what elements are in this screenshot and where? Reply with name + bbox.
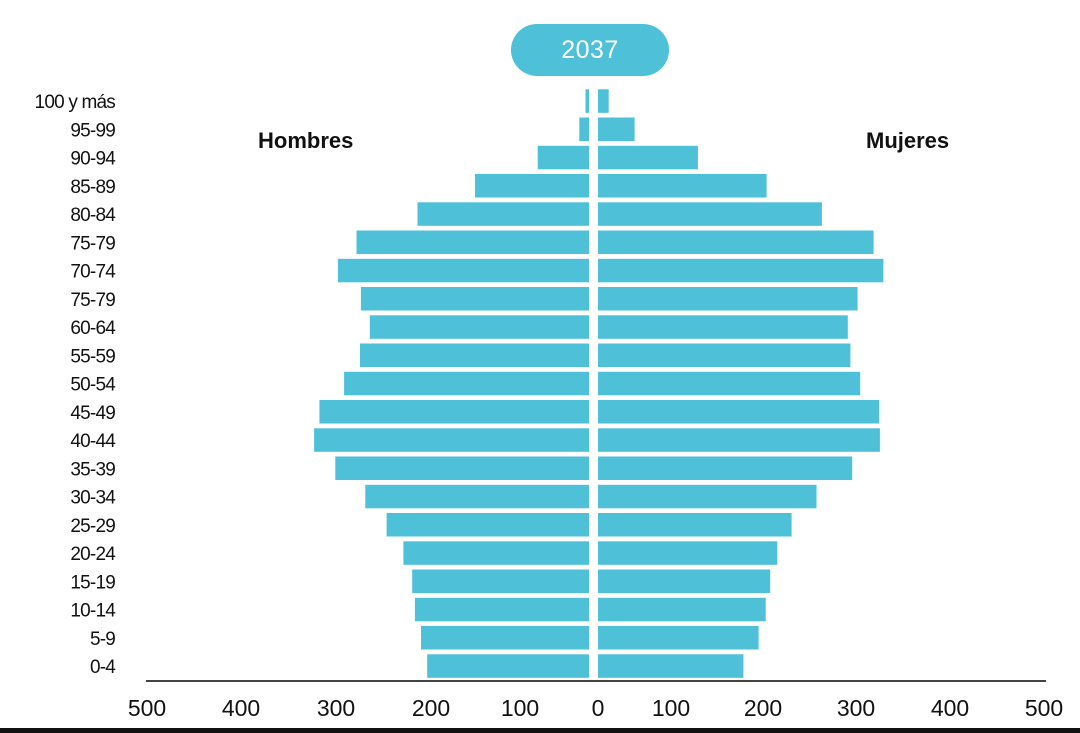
x-tick-label-7: 200 [744, 695, 782, 721]
bar-hombres-2 [414, 597, 589, 622]
age-label-14: 70-74 [70, 262, 116, 283]
bar-hombres-6 [365, 484, 589, 509]
bar-hombres-8 [314, 428, 589, 452]
bar-hombres-17 [475, 174, 589, 198]
age-label-18: 90-94 [70, 149, 116, 170]
bar-hombres-13 [360, 287, 589, 311]
x-tick-label-1: 400 [222, 695, 260, 721]
year-label: 2037 [511, 24, 669, 76]
age-label-8: 40-44 [70, 431, 116, 452]
age-label-15: 75-79 [70, 233, 115, 254]
bar-hombres-15 [356, 230, 589, 254]
bar-hombres-10 [344, 371, 589, 396]
x-tick-label-0: 500 [128, 695, 166, 721]
age-label-5: 25-29 [70, 516, 115, 537]
bar-hombres-11 [360, 343, 589, 367]
x-tick-label-5: 0 [592, 695, 605, 721]
bar-hombres-16 [417, 202, 589, 226]
age-label-0: 0-4 [90, 657, 116, 678]
x-tick-label-2: 300 [317, 695, 355, 721]
age-label-16: 80-84 [70, 205, 116, 226]
bar-mujeres-5 [598, 513, 792, 537]
age-label-6: 30-34 [70, 488, 116, 509]
bar-hombres-7 [335, 456, 589, 480]
x-tick-label-9: 400 [931, 695, 969, 721]
series-label-mujeres: Mujeres [866, 128, 949, 153]
age-label-7: 35-39 [70, 459, 115, 480]
age-label-11: 55-59 [70, 346, 115, 367]
bar-mujeres-17 [598, 174, 767, 198]
age-label-3: 15-19 [70, 572, 115, 593]
bar-hombres-14 [337, 258, 589, 283]
bar-hombres-4 [403, 541, 589, 565]
bar-hombres-12 [369, 315, 589, 339]
age-label-10: 50-54 [70, 375, 116, 396]
age-label-9: 45-49 [70, 403, 115, 424]
bar-mujeres-15 [598, 230, 874, 254]
bar-mujeres-4 [598, 541, 778, 565]
bar-mujeres-19 [598, 117, 635, 141]
age-label-13: 75-79 [70, 290, 115, 311]
bar-mujeres-12 [598, 315, 848, 339]
bar-hombres-3 [412, 569, 589, 593]
age-label-4: 20-24 [70, 544, 116, 565]
x-tick-label-3: 200 [412, 695, 450, 721]
x-tick-label-8: 300 [837, 695, 875, 721]
age-label-19: 95-99 [70, 120, 115, 141]
bar-mujeres-3 [598, 569, 771, 593]
bar-hombres-18 [537, 145, 589, 170]
bar-mujeres-8 [598, 428, 880, 452]
age-label-1: 5-9 [90, 629, 115, 650]
bar-mujeres-10 [598, 371, 861, 396]
bar-hombres-0 [427, 654, 589, 678]
bar-mujeres-16 [598, 202, 822, 226]
age-label-20: 100 y más [35, 92, 116, 113]
bar-hombres-5 [386, 513, 589, 537]
bar-mujeres-0 [598, 654, 744, 678]
bar-hombres-20 [585, 89, 589, 113]
age-label-12: 60-64 [70, 318, 116, 339]
bar-mujeres-7 [598, 456, 853, 480]
x-tick-label-6: 100 [652, 695, 690, 721]
bar-mujeres-2 [598, 597, 766, 622]
age-label-2: 10-14 [70, 601, 116, 622]
bar-mujeres-13 [598, 287, 858, 311]
x-tick-label-10: 500 [1025, 695, 1063, 721]
bar-mujeres-18 [598, 145, 698, 170]
bar-hombres-1 [421, 626, 589, 650]
series-label-hombres: Hombres [258, 128, 353, 153]
bar-mujeres-20 [598, 89, 609, 113]
age-label-17: 85-89 [70, 177, 115, 198]
bar-mujeres-6 [598, 484, 817, 509]
bar-mujeres-1 [598, 626, 759, 650]
x-tick-label-4: 100 [501, 695, 539, 721]
bar-mujeres-11 [598, 343, 851, 367]
bar-mujeres-9 [598, 400, 879, 424]
bar-hombres-19 [579, 117, 589, 141]
bar-hombres-9 [319, 400, 589, 424]
bar-mujeres-14 [598, 258, 884, 283]
bottom-edge [0, 728, 1080, 733]
